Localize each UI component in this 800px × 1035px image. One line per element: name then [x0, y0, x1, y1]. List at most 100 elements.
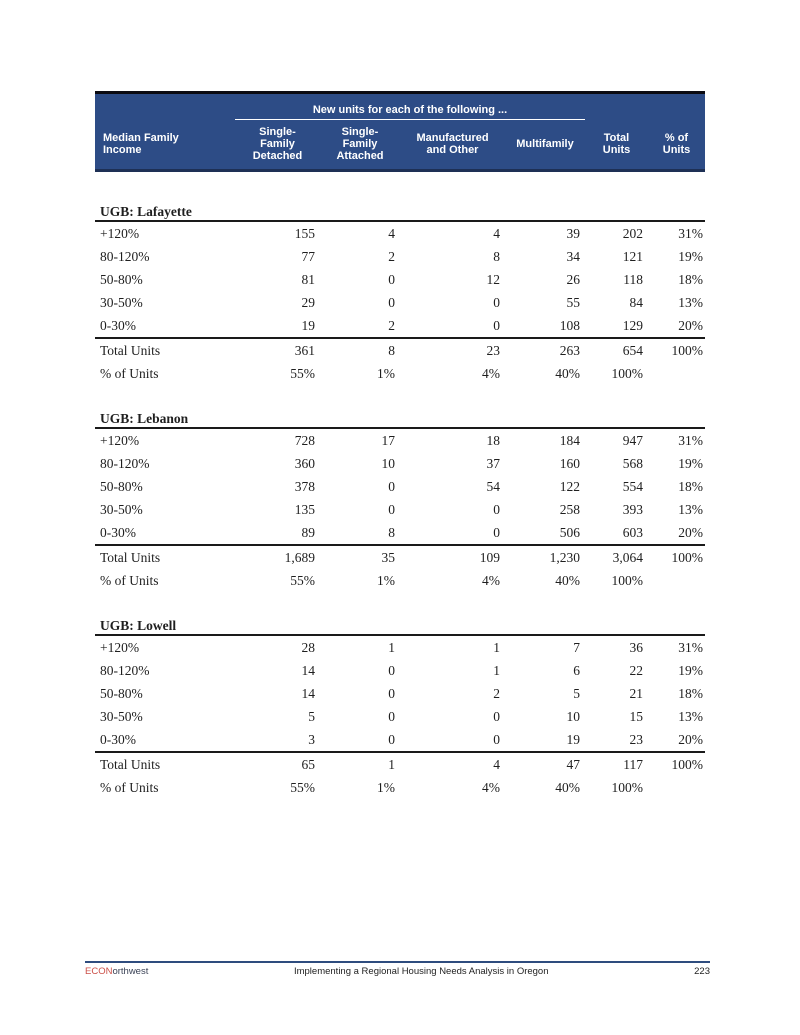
- cell-value: 4%: [482, 780, 500, 795]
- row-label: +120%: [100, 433, 140, 448]
- cell-value: 14: [301, 663, 316, 678]
- cell-value: 0: [388, 732, 395, 747]
- section-totals: Total Units 1,689 35 109 1,230 3,064 100%% of …: [95, 544, 705, 592]
- section-title: UGB: Lafayette: [95, 202, 705, 222]
- table-row: 30-50% 135 0 0 258 393 13%: [95, 498, 705, 521]
- table-row: 80-120% 14 0 1 6 22 19%: [95, 659, 705, 682]
- housing-needs-table: New units for each of the following ... …: [95, 91, 705, 823]
- cell-value: 109: [479, 550, 500, 565]
- table-row: +120% 28 1 1 7 36 31%: [95, 636, 705, 659]
- cell-value: 1: [493, 640, 500, 655]
- row-label: 80-120%: [100, 456, 150, 471]
- cell-value: 1,230: [549, 550, 580, 565]
- cell-value: 20%: [678, 318, 703, 333]
- cell-value: 1: [493, 663, 500, 678]
- section-rows: +120% 155 4 4 39 202 31% 80-120% 77 2 8 34 121 19% 50-…: [95, 222, 705, 337]
- table-row: 80-120% 77 2 8 34 121 19%: [95, 245, 705, 268]
- cell-value: 29: [301, 295, 316, 310]
- ugb-section: UGB: Lowell +120% 28 1 1 7 36 31% 80-120% 14 0 1 6 22…: [95, 616, 705, 799]
- cell-value: 35: [381, 550, 396, 565]
- total-units-row: Total Units 65 1 4 47 117 100%: [95, 753, 705, 776]
- cell-value: 89: [301, 525, 316, 540]
- ugb-section: UGB: Lebanon +120% 728 17 18 184 947 31% 80-120%…: [95, 409, 705, 592]
- cell-value: 122: [559, 479, 580, 494]
- row-label: % of Units: [100, 366, 159, 381]
- table-row: 0-30% 19 2 0 108 129 20%: [95, 314, 705, 337]
- table-row: +120% 728 17 18 184 947 31%: [95, 429, 705, 452]
- cell-value: 37: [486, 456, 501, 471]
- brand-prefix: ECON: [85, 966, 113, 977]
- col-header-single-family-attached: Single- Family Attached: [336, 125, 384, 162]
- cell-value: 100%: [671, 550, 704, 565]
- cell-value: 18%: [678, 479, 703, 494]
- cell-value: 40%: [555, 780, 580, 795]
- cell-value: 0: [493, 709, 500, 724]
- table-sections: UGB: Lafayette +120% 155 4 4 39 202 31% 80-120% 7…: [95, 202, 705, 799]
- cell-value: 100%: [611, 366, 644, 381]
- cell-value: 0: [388, 479, 395, 494]
- table-row: 0-30% 3 0 0 19 23 20%: [95, 728, 705, 751]
- span-header: New units for each of the following ...: [235, 94, 585, 120]
- table-row: 50-80% 378 0 54 122 554 18%: [95, 475, 705, 498]
- cell-value: 100%: [611, 573, 644, 588]
- section-title: UGB: Lebanon: [95, 409, 705, 429]
- cell-value: 34: [566, 249, 581, 264]
- table-row: 30-50% 5 0 0 10 15 13%: [95, 705, 705, 728]
- cell-value: 100%: [611, 780, 644, 795]
- row-label: +120%: [100, 226, 140, 241]
- cell-value: 0: [388, 663, 395, 678]
- cell-value: 19%: [678, 663, 703, 678]
- cell-value: 5: [308, 709, 315, 724]
- total-units-row: Total Units 1,689 35 109 1,230 3,064 100%: [95, 546, 705, 569]
- cell-value: 1,689: [284, 550, 315, 565]
- cell-value: 13%: [678, 502, 703, 517]
- cell-value: 568: [622, 456, 643, 471]
- cell-value: 393: [622, 502, 643, 517]
- cell-value: 18%: [678, 686, 703, 701]
- page-footer: ECONorthwest Implementing a Regional Hou…: [85, 961, 710, 977]
- cell-value: 5: [573, 686, 580, 701]
- cell-value: 0: [388, 272, 395, 287]
- table-row: 80-120% 360 10 37 160 568 19%: [95, 452, 705, 475]
- cell-value: 0: [493, 732, 500, 747]
- cell-value: 361: [294, 343, 315, 358]
- cell-value: 10: [566, 709, 581, 724]
- cell-value: 4: [493, 757, 500, 772]
- footer-title: Implementing a Regional Housing Needs An…: [293, 966, 549, 977]
- cell-value: 4%: [482, 573, 500, 588]
- section-totals: Total Units 361 8 23 263 654 100% % of Units 55%…: [95, 337, 705, 385]
- cell-value: 2: [493, 686, 500, 701]
- cell-value: 65: [301, 757, 316, 772]
- row-label: +120%: [100, 640, 140, 655]
- cell-value: 947: [622, 433, 643, 448]
- cell-value: 19: [566, 732, 581, 747]
- table-header: New units for each of the following ... …: [95, 91, 705, 172]
- row-label: 80-120%: [100, 249, 150, 264]
- cell-value: 40%: [555, 573, 580, 588]
- row-label: 30-50%: [100, 709, 143, 724]
- cell-value: 100%: [671, 343, 704, 358]
- row-label: Total Units: [100, 343, 161, 358]
- cell-value: 0: [493, 295, 500, 310]
- cell-value: [648, 362, 705, 385]
- ugb-section: UGB: Lafayette +120% 155 4 4 39 202 31% 80-120% 7…: [95, 202, 705, 385]
- col-header-median-family-income: Median Family Income: [103, 131, 179, 156]
- cell-value: 160: [559, 456, 580, 471]
- row-label: 50-80%: [100, 479, 143, 494]
- cell-value: 3,064: [612, 550, 643, 565]
- cell-value: 20%: [678, 525, 703, 540]
- page-number: 223: [694, 966, 710, 977]
- cell-value: 55: [566, 295, 581, 310]
- section-totals: Total Units 65 1 4 47 117 100% % of Units 55% 1% 4…: [95, 751, 705, 799]
- cell-value: 8: [388, 343, 395, 358]
- cell-value: 47: [566, 757, 581, 772]
- cell-value: 36: [629, 640, 644, 655]
- cell-value: 506: [559, 525, 580, 540]
- pct-of-units-row: % of Units 55% 1% 4% 40% 100%: [95, 569, 705, 592]
- cell-value: 654: [622, 343, 643, 358]
- cell-value: 118: [623, 272, 643, 287]
- cell-value: 0: [388, 502, 395, 517]
- cell-value: 0: [493, 318, 500, 333]
- cell-value: 129: [622, 318, 643, 333]
- cell-value: 17: [381, 433, 396, 448]
